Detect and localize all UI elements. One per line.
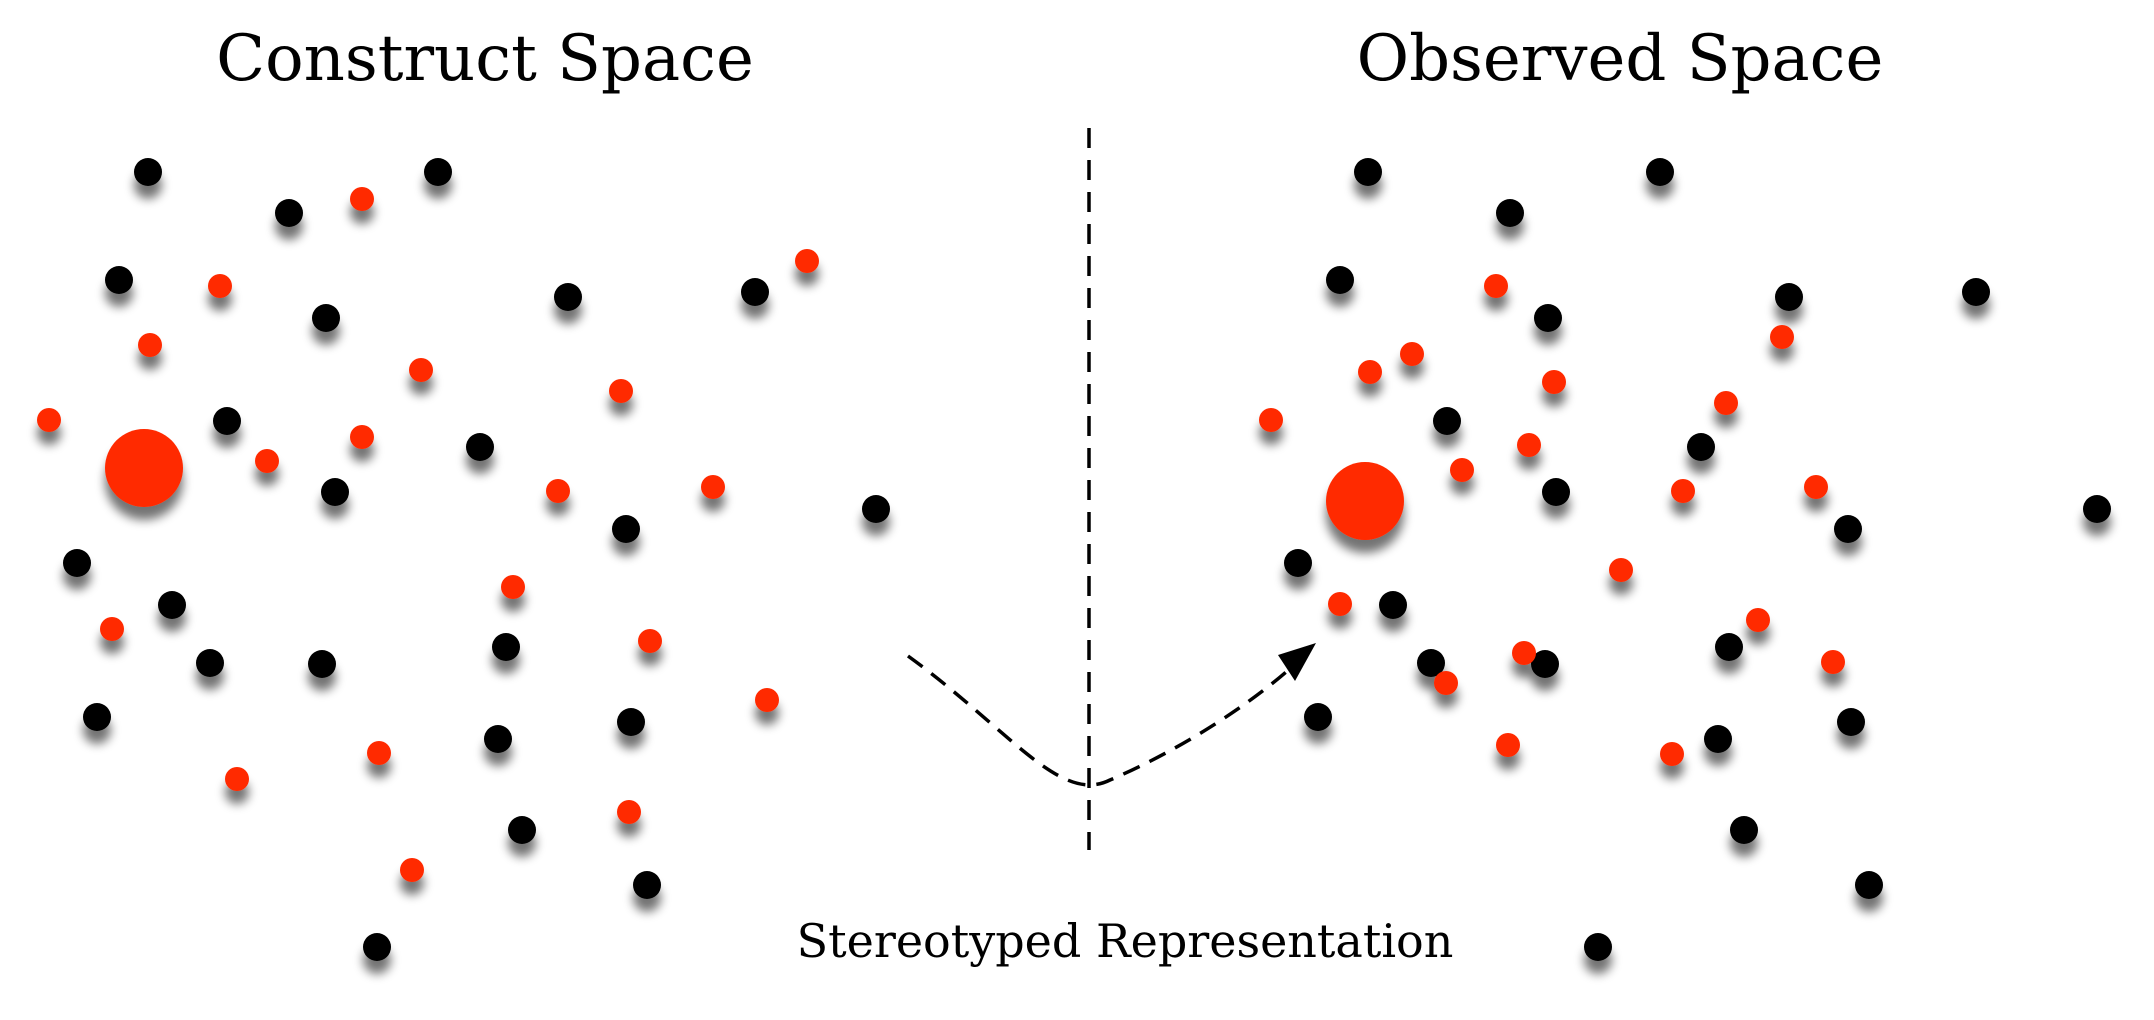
construct-red-dot-1 bbox=[350, 187, 374, 211]
observed-focal-red-dot-1 bbox=[1326, 462, 1404, 540]
observed-red-dot-6 bbox=[1714, 391, 1738, 415]
construct-red-dot-9 bbox=[255, 449, 279, 473]
observed-red-dot-17 bbox=[1821, 650, 1845, 674]
construct-red-dot-4 bbox=[138, 333, 162, 357]
observed-red-dot-11 bbox=[1804, 475, 1828, 499]
observed-red-dot-9 bbox=[1450, 458, 1474, 482]
observed-black-dot-21 bbox=[1730, 816, 1758, 844]
observed-red-dot-16 bbox=[1434, 671, 1458, 695]
observed-red-dot-12 bbox=[1609, 558, 1633, 582]
construct-red-dot-2 bbox=[795, 249, 819, 273]
construct-space-title: Construct Space bbox=[216, 22, 754, 96]
observed-red-dot-5 bbox=[1542, 370, 1566, 394]
construct-red-dot-17 bbox=[367, 741, 391, 765]
observed-red-dot-3 bbox=[1358, 360, 1382, 384]
observed-black-dot-3 bbox=[1496, 199, 1524, 227]
construct-black-dot-11 bbox=[612, 515, 640, 543]
observed-space-title: Observed Space bbox=[1357, 22, 1884, 96]
construct-black-dot-10 bbox=[466, 433, 494, 461]
observed-red-dot-18 bbox=[1496, 733, 1520, 757]
observed-black-dot-22 bbox=[1855, 871, 1883, 899]
construct-black-dot-8 bbox=[213, 407, 241, 435]
observed-red-dot-1 bbox=[1484, 274, 1508, 298]
construct-red-dot-15 bbox=[755, 688, 779, 712]
construct-black-dot-5 bbox=[312, 304, 340, 332]
observed-red-dot-4 bbox=[1400, 342, 1424, 366]
construct-red-dot-7 bbox=[609, 379, 633, 403]
construct-black-dot-9 bbox=[321, 478, 349, 506]
construct-red-dot-6 bbox=[37, 408, 61, 432]
observed-black-dot-5 bbox=[1534, 304, 1562, 332]
observed-black-dot-20 bbox=[1704, 725, 1732, 753]
construct-black-dot-4 bbox=[105, 266, 133, 294]
construct-red-dot-10 bbox=[546, 479, 570, 503]
construct-black-dot-15 bbox=[196, 649, 224, 677]
observed-red-dot-19 bbox=[1660, 742, 1684, 766]
observed-black-dot-10 bbox=[1542, 478, 1570, 506]
observed-red-dot-13 bbox=[1328, 592, 1352, 616]
construct-black-dot-21 bbox=[508, 816, 536, 844]
observed-black-dot-4 bbox=[1326, 266, 1354, 294]
construct-red-dot-16 bbox=[225, 767, 249, 791]
construct-red-dot-13 bbox=[100, 617, 124, 641]
observed-black-dot-19 bbox=[1304, 703, 1332, 731]
construct-black-dot-13 bbox=[63, 549, 91, 577]
observed-black-dot-23 bbox=[1584, 933, 1612, 961]
observed-black-dot-16 bbox=[1531, 650, 1559, 678]
construct-black-dot-16 bbox=[308, 650, 336, 678]
observed-red-dot-8 bbox=[1517, 433, 1541, 457]
observed-red-dot-15 bbox=[1512, 641, 1536, 665]
stereotyped-representation-caption: Stereotyped Representation bbox=[797, 914, 1454, 968]
observed-space-points bbox=[1259, 158, 2111, 961]
observed-black-dot-17 bbox=[1715, 633, 1743, 661]
construct-black-dot-12 bbox=[862, 495, 890, 523]
construct-black-dot-18 bbox=[617, 708, 645, 736]
construct-red-dot-18 bbox=[617, 800, 641, 824]
observed-black-dot-1 bbox=[1354, 158, 1382, 186]
observed-red-dot-10 bbox=[1671, 479, 1695, 503]
observed-black-dot-2 bbox=[1646, 158, 1674, 186]
construct-black-dot-22 bbox=[633, 871, 661, 899]
construct-red-dot-14 bbox=[638, 629, 662, 653]
construct-black-dot-14 bbox=[158, 591, 186, 619]
construct-black-dot-20 bbox=[484, 725, 512, 753]
construct-red-dot-19 bbox=[400, 858, 424, 882]
observed-black-dot-13 bbox=[1284, 549, 1312, 577]
transformation-arrow bbox=[906, 648, 1312, 787]
observed-black-dot-14 bbox=[1379, 591, 1407, 619]
construct-black-dot-1 bbox=[134, 158, 162, 186]
observed-black-dot-8 bbox=[1433, 407, 1461, 435]
construct-black-dot-7 bbox=[741, 278, 769, 306]
construct-black-dot-23 bbox=[363, 933, 391, 961]
construct-red-dot-8 bbox=[350, 425, 374, 449]
construct-red-dot-3 bbox=[208, 274, 232, 298]
observed-red-dot-7 bbox=[1259, 408, 1283, 432]
observed-black-dot-12 bbox=[2083, 495, 2111, 523]
observed-red-dot-14 bbox=[1746, 608, 1770, 632]
construct-black-dot-17 bbox=[492, 633, 520, 661]
construct-black-dot-6 bbox=[554, 283, 582, 311]
observed-black-dot-15 bbox=[1417, 649, 1445, 677]
construct-black-dot-3 bbox=[424, 158, 452, 186]
observed-black-dot-9 bbox=[1687, 433, 1715, 461]
construct-red-dot-5 bbox=[409, 358, 433, 382]
construct-red-dot-12 bbox=[501, 575, 525, 599]
observed-black-dot-18 bbox=[1837, 708, 1865, 736]
construct-red-dot-11 bbox=[701, 475, 725, 499]
construct-black-dot-19 bbox=[83, 703, 111, 731]
construct-space-points bbox=[37, 158, 890, 961]
construct-black-dot-2 bbox=[275, 199, 303, 227]
observed-black-dot-11 bbox=[1834, 515, 1862, 543]
observed-black-dot-6 bbox=[1775, 283, 1803, 311]
observed-black-dot-7 bbox=[1962, 278, 1990, 306]
arrowhead-icon bbox=[1278, 643, 1316, 681]
construct-focal-red-dot-1 bbox=[105, 429, 183, 507]
observed-red-dot-2 bbox=[1770, 325, 1794, 349]
